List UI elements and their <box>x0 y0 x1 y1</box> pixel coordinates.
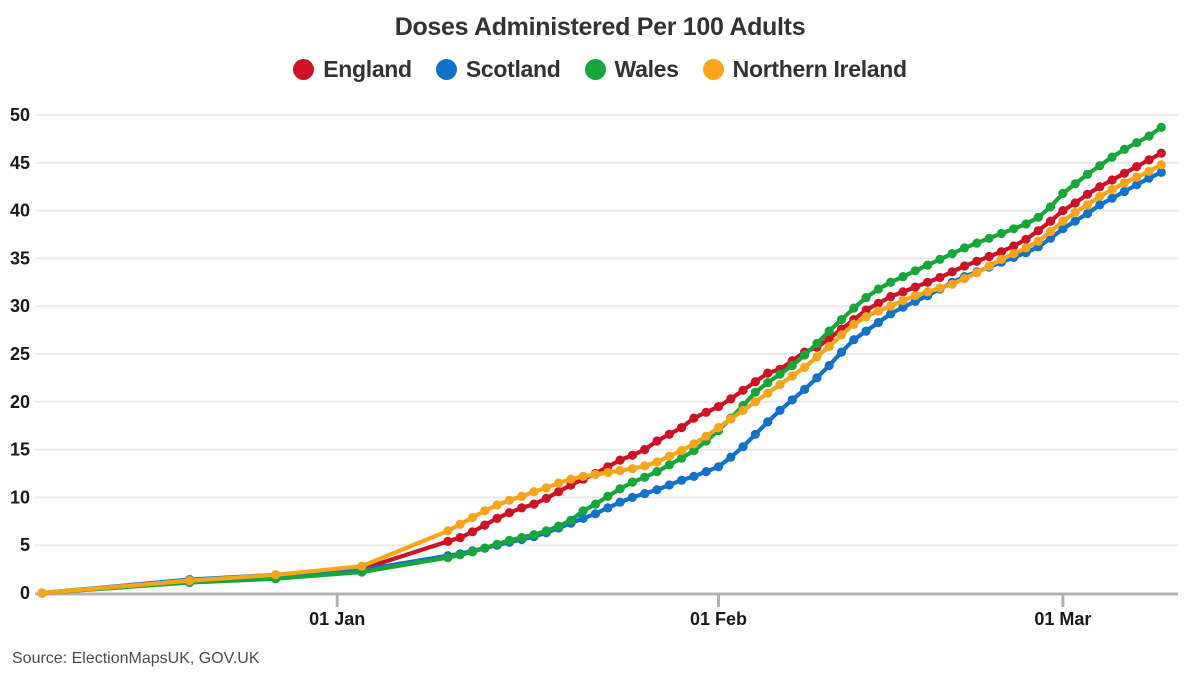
series-england <box>37 148 1166 598</box>
legend-dot-icon-scotland <box>435 59 457 80</box>
x-tick-label-01-jan: 01 Jan <box>309 609 365 629</box>
y-tick-label-45: 45 <box>10 153 30 173</box>
legend-dot-icon-wales <box>584 59 606 80</box>
legend-label-wales: Wales <box>614 56 679 82</box>
y-tick-label-20: 20 <box>10 392 30 412</box>
y-tick-label-15: 15 <box>10 440 30 460</box>
legend-label-scotland: Scotland <box>465 56 561 82</box>
series-northern-ireland <box>37 160 1166 598</box>
y-tick-label-30: 30 <box>10 296 30 316</box>
legend-item-northern-ireland: Northern Ireland <box>702 56 907 83</box>
y-tick-label-25: 25 <box>10 344 30 364</box>
y-tick-label-40: 40 <box>10 201 30 221</box>
line-chart-svg: 01 Jan 01 Feb 01 Mar 0 5 10 15 20 25 30 35 40 45 50 <box>10 105 1178 629</box>
y-tick-label-10: 10 <box>10 487 30 507</box>
chart-legend: England Scotland Wales Northern Ireland <box>0 56 1200 83</box>
series-wales <box>37 122 1166 598</box>
y-tick-label-5: 5 <box>20 535 30 555</box>
legend-item-scotland: Scotland <box>435 56 561 83</box>
legend-item-wales: Wales <box>584 56 679 83</box>
x-tick-label-01-mar: 01 Mar <box>1034 609 1091 629</box>
legend-label-england: England <box>323 56 412 82</box>
y-tick-label-50: 50 <box>10 105 30 125</box>
legend-dot-icon-northern-ireland <box>702 59 724 80</box>
legend-label-northern-ireland: Northern Ireland <box>732 56 907 82</box>
series-scotland <box>37 167 1166 598</box>
y-tick-label-35: 35 <box>10 248 30 268</box>
legend-dot-icon-england <box>293 59 315 80</box>
x-axis: 01 Jan 01 Feb 01 Mar <box>35 592 1178 629</box>
source-attribution: Source: ElectionMapsUK, GOV.UK <box>12 650 260 667</box>
y-axis-labels: 0 5 10 15 20 25 30 35 40 45 50 <box>10 105 30 603</box>
y-tick-label-0: 0 <box>20 583 30 603</box>
x-tick-label-01-feb: 01 Feb <box>690 609 747 629</box>
gridlines <box>35 114 1178 547</box>
legend-item-england: England <box>293 56 412 83</box>
chart-title: Doses Administered Per 100 Adults <box>394 13 806 41</box>
